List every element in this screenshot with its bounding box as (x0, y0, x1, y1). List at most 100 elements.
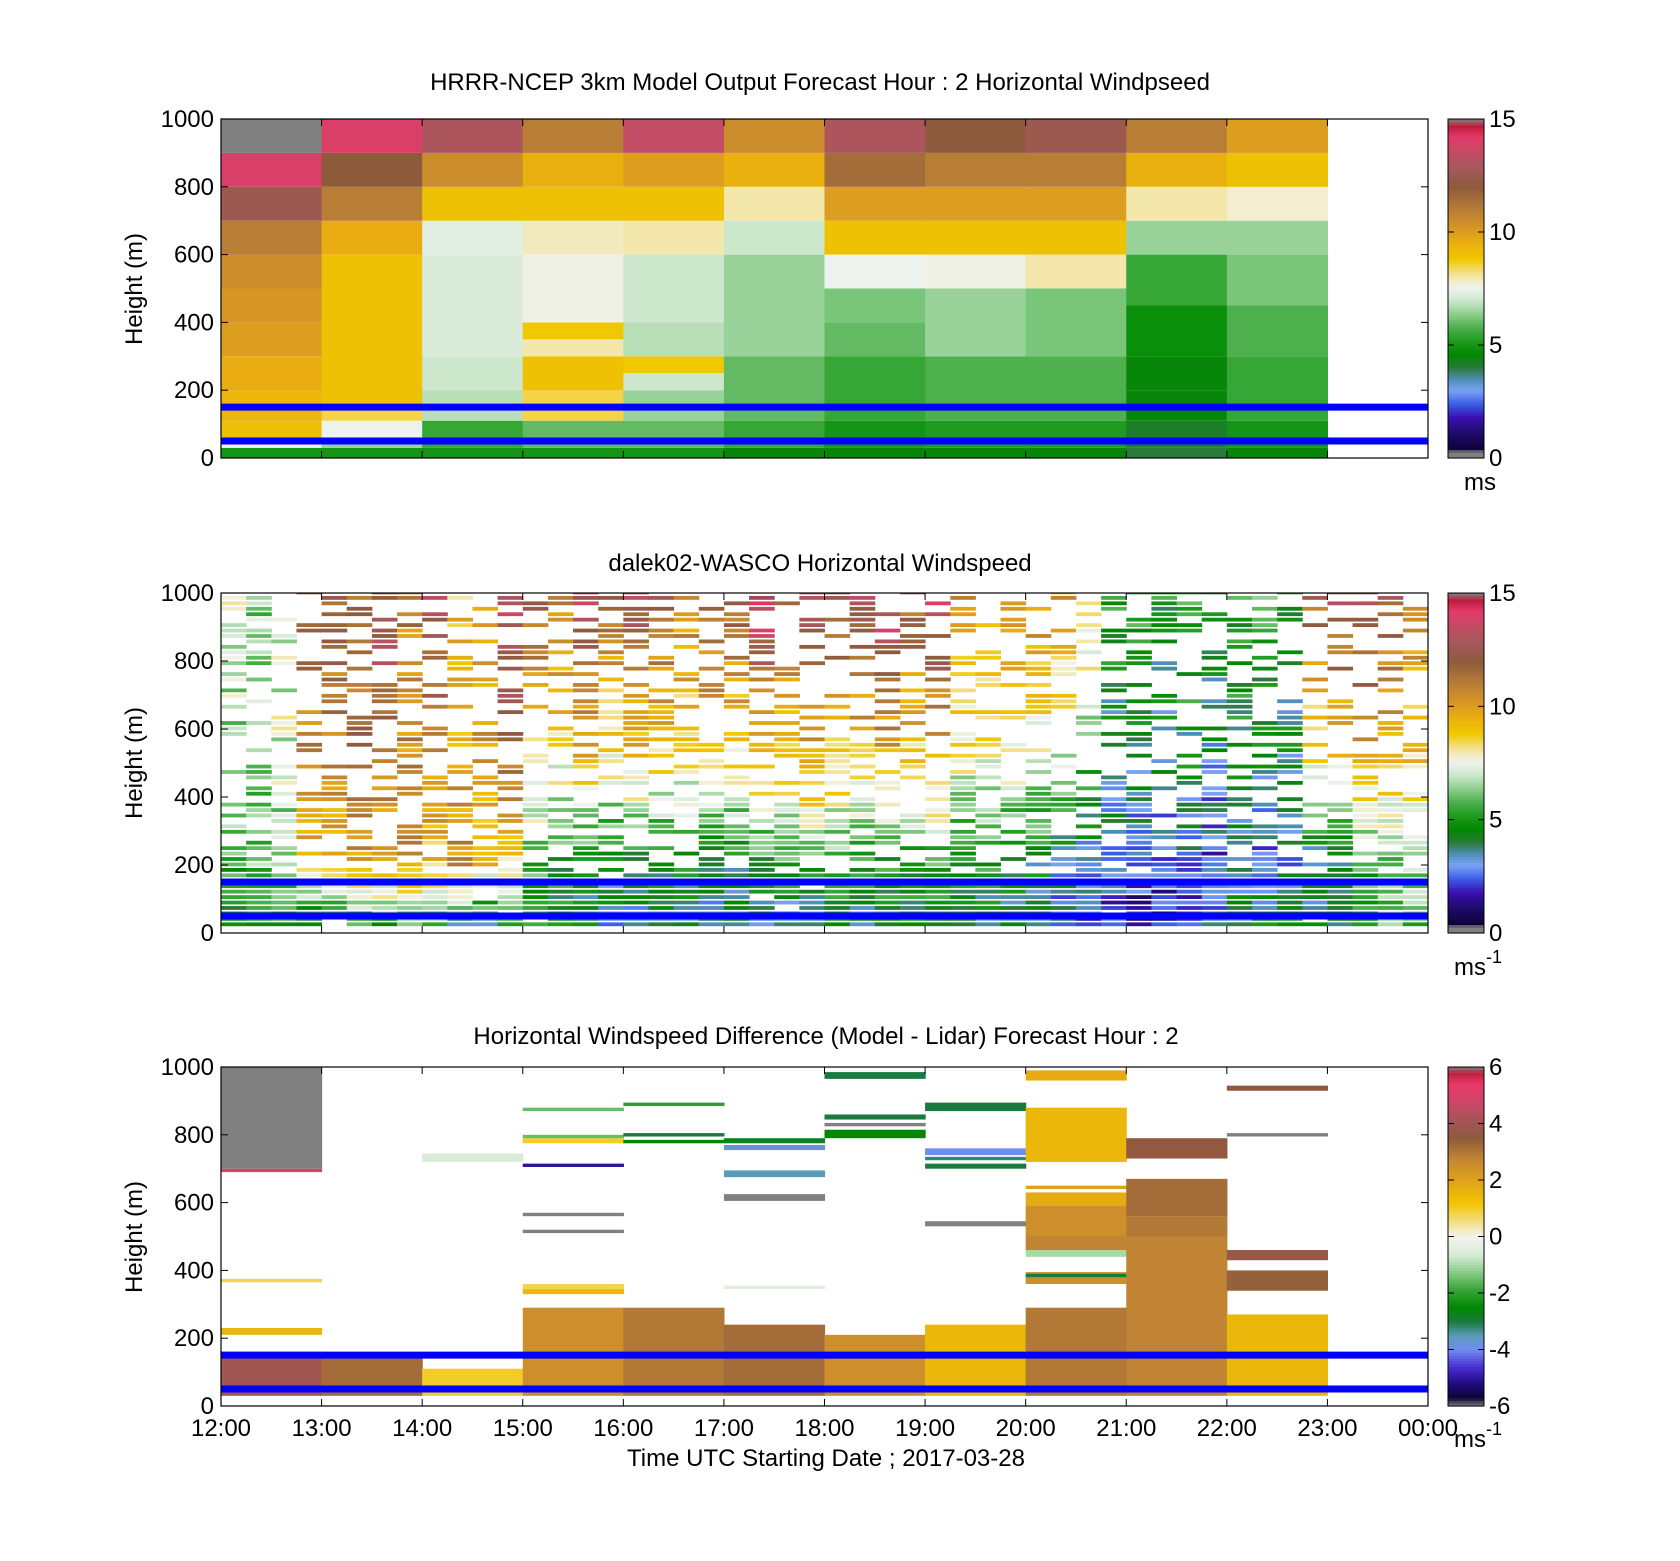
heatmap-cell (1101, 595, 1127, 600)
heatmap-cell (346, 726, 373, 731)
heatmap-cell (1352, 623, 1379, 627)
heatmap-cell (371, 644, 398, 649)
heatmap-cell (522, 1107, 624, 1112)
heatmap-cell (1050, 857, 1077, 861)
y-tick-label: 1000 (161, 580, 214, 607)
colorbar-segment (1448, 296, 1484, 301)
heatmap-cell (1075, 873, 1102, 878)
heatmap-cell (1000, 797, 1027, 802)
heatmap-cell (925, 846, 951, 851)
heatmap-cell (623, 644, 649, 649)
heatmap-cell (573, 672, 599, 676)
heatmap-cell (1226, 186, 1329, 221)
heatmap-cell (221, 288, 323, 323)
heatmap-cell (899, 688, 926, 693)
heatmap-cell (422, 922, 448, 927)
heatmap-cell (648, 710, 675, 715)
heatmap-cell (623, 699, 649, 704)
heatmap-cell (623, 639, 649, 644)
heatmap-cell (1126, 628, 1152, 633)
heatmap-cell (1075, 639, 1102, 644)
heatmap-cell (346, 884, 373, 889)
heatmap-cell (1025, 606, 1052, 611)
heatmap-cell (422, 704, 448, 709)
heatmap-cell (1126, 655, 1152, 660)
heatmap-cell (598, 623, 624, 627)
heatmap-cell (698, 873, 725, 878)
colorbar-segment (1448, 311, 1484, 315)
heatmap-cell (1126, 710, 1152, 715)
colorbar-segment (1448, 192, 1484, 196)
heatmap-cell (925, 906, 951, 910)
heatmap-cell (1025, 748, 1052, 753)
colorbar-segment (1448, 746, 1484, 750)
heatmap-cell (1176, 726, 1203, 731)
heatmap-cell (472, 791, 499, 796)
heatmap-cell (1101, 884, 1127, 889)
heatmap-cell (623, 356, 725, 374)
heatmap-cell (1377, 819, 1404, 823)
heatmap-cell (1226, 819, 1253, 823)
colorbar-segment (1448, 152, 1484, 157)
heatmap-cell (950, 628, 976, 633)
heatmap-cell (522, 1163, 624, 1168)
heatmap-cell (271, 661, 297, 666)
heatmap-cell (774, 922, 800, 927)
heatmap-cell (1251, 721, 1278, 725)
heatmap-cell (1075, 623, 1102, 627)
heatmap-cell (824, 186, 926, 221)
colorbar-segment (1448, 1357, 1484, 1362)
heatmap-cell (397, 737, 423, 742)
heatmap-cell (598, 895, 624, 899)
heatmap-cell (447, 846, 473, 851)
heatmap-cell (1377, 824, 1404, 829)
heatmap-cell (1075, 900, 1102, 905)
heatmap-cell (472, 759, 499, 763)
heatmap-cell (522, 922, 549, 927)
heatmap-cell (623, 595, 649, 600)
heatmap-cell (1302, 895, 1328, 899)
heatmap-cell (1302, 623, 1328, 627)
heatmap-cell (623, 726, 649, 731)
heatmap-cell (723, 829, 750, 834)
colorbar-segment (1448, 924, 1484, 928)
heatmap-cell (1201, 786, 1228, 791)
heatmap-cell (1277, 710, 1303, 715)
heatmap-cell (447, 742, 473, 747)
heatmap-cell (447, 922, 473, 927)
heatmap-cell (824, 780, 851, 785)
colorbar-segment (1448, 336, 1484, 340)
heatmap-cell (371, 710, 398, 715)
heatmap-cell (1327, 884, 1354, 889)
y-tick-label: 400 (174, 1257, 214, 1284)
heatmap-cell (1075, 715, 1102, 720)
heatmap-cell (975, 650, 1002, 655)
colorbar-segment (1448, 692, 1484, 696)
heatmap-cell (1251, 606, 1278, 611)
heatmap-cell (623, 1139, 725, 1144)
heatmap-cell (799, 704, 825, 709)
heatmap-cell (497, 851, 524, 856)
heatmap-cell (950, 895, 976, 899)
heatmap-cell (497, 900, 524, 905)
colorbar-segment (1448, 624, 1484, 628)
colorbar-segment (1448, 884, 1484, 889)
heatmap-cell (874, 715, 901, 720)
colorbar-segment (1448, 1191, 1484, 1195)
heatmap-cell (447, 737, 473, 742)
colorbar-segment (1448, 1352, 1484, 1356)
heatmap-cell (623, 617, 649, 622)
panel-lidar-x-ticks (220, 593, 1429, 933)
heatmap-cell (723, 906, 750, 910)
heatmap-cell (447, 900, 473, 905)
panel-difference: Horizontal Windspeed Difference (Model -… (121, 1023, 1510, 1472)
colorbar-segment (1448, 862, 1484, 866)
colorbar-segment (1448, 376, 1484, 380)
colorbar-segment (1448, 921, 1484, 926)
colorbar-segment (1448, 1290, 1484, 1294)
heatmap-cell (623, 780, 649, 785)
heatmap-cell (1075, 797, 1102, 802)
heatmap-cell (749, 677, 775, 682)
heatmap-cell (925, 895, 951, 899)
heatmap-cell (774, 780, 800, 785)
